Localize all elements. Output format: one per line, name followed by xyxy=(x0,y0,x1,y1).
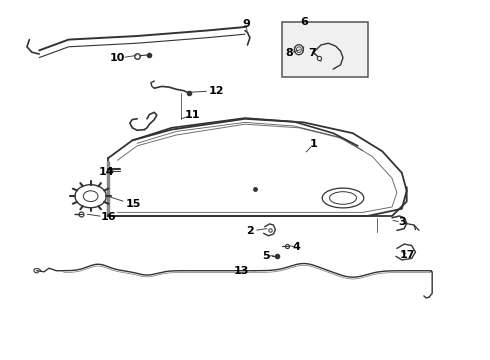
Text: 14: 14 xyxy=(99,167,115,177)
Text: 16: 16 xyxy=(101,212,117,222)
Text: 3: 3 xyxy=(398,217,406,228)
Text: 1: 1 xyxy=(310,139,318,149)
Text: 12: 12 xyxy=(209,86,224,96)
Bar xyxy=(282,22,368,77)
Text: 2: 2 xyxy=(246,226,254,236)
Text: 13: 13 xyxy=(233,266,249,276)
Text: 8: 8 xyxy=(285,48,293,58)
Text: 11: 11 xyxy=(184,110,200,120)
Text: 7: 7 xyxy=(309,48,317,58)
Text: 9: 9 xyxy=(242,19,250,30)
Text: 4: 4 xyxy=(293,242,300,252)
Text: 15: 15 xyxy=(125,199,141,210)
Text: 10: 10 xyxy=(110,53,125,63)
Text: 17: 17 xyxy=(400,249,416,260)
Text: 6: 6 xyxy=(300,17,308,27)
Text: 5: 5 xyxy=(262,251,270,261)
